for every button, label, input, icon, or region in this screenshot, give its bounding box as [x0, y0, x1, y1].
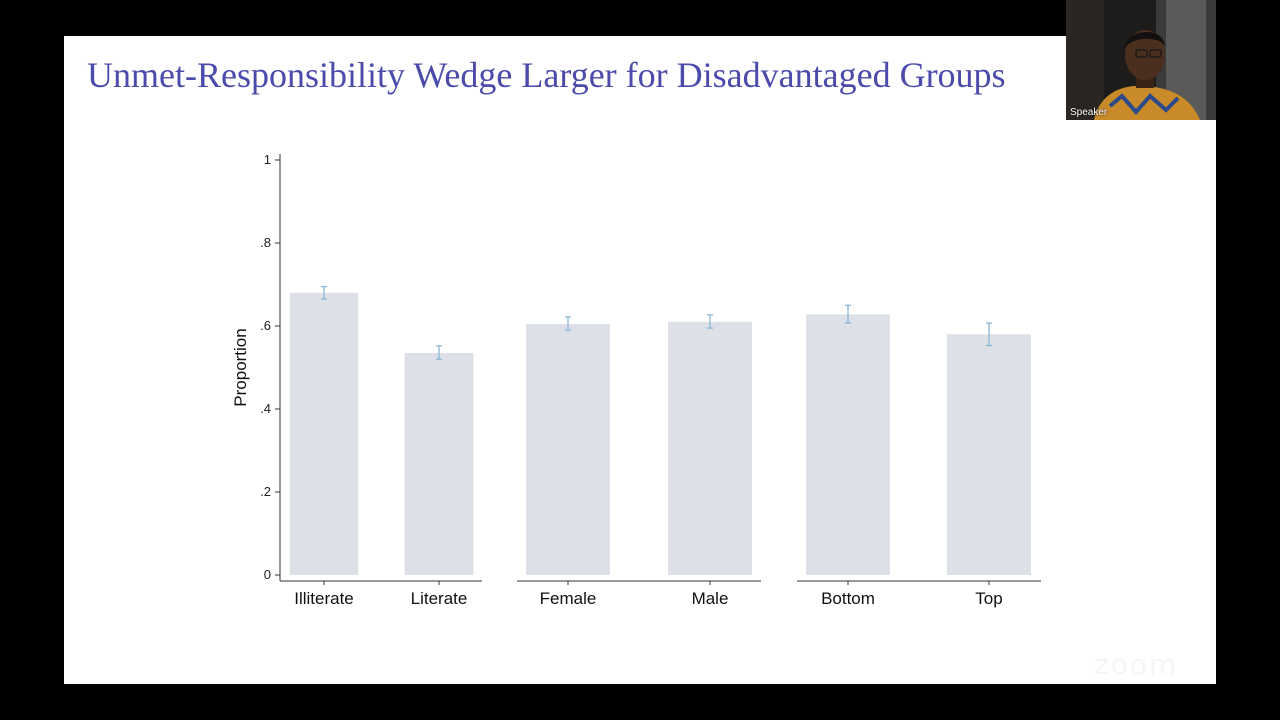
- category-label: Top: [975, 589, 1002, 608]
- speaker-name-label: Speaker: [1070, 107, 1108, 118]
- y-tick-label: 1: [264, 152, 271, 167]
- bar: [806, 314, 890, 575]
- category-label: Male: [692, 589, 729, 608]
- y-axis-title: Proportion: [231, 328, 250, 406]
- bar: [668, 321, 752, 575]
- y-tick-label: .2: [260, 484, 271, 499]
- category-label: Bottom: [821, 589, 875, 608]
- bar-chart: 0 .2 .4 .6 .8 1 Proportion Illiterate Literate Fe…: [231, 152, 1041, 608]
- category-label: Female: [540, 589, 597, 608]
- y-tick-label: .8: [260, 235, 271, 250]
- speaker-video-tile[interactable]: Speaker: [1066, 0, 1216, 120]
- slide-title: Unmet-Responsibility Wedge Larger for Di…: [87, 55, 1006, 95]
- y-tick-label: .4: [260, 401, 271, 416]
- category-label: Literate: [411, 589, 468, 608]
- bar: [404, 352, 474, 575]
- y-tick-label: .6: [260, 318, 271, 333]
- zoom-watermark: zoom: [1094, 648, 1179, 681]
- bar: [290, 292, 358, 575]
- slide: Unmet-Responsibility Wedge Larger for Di…: [64, 36, 1216, 684]
- category-label: Illiterate: [294, 589, 354, 608]
- bar: [526, 323, 610, 575]
- y-tick-label: 0: [264, 567, 271, 582]
- speaker-video-feed: [1066, 0, 1216, 120]
- bar: [947, 334, 1031, 575]
